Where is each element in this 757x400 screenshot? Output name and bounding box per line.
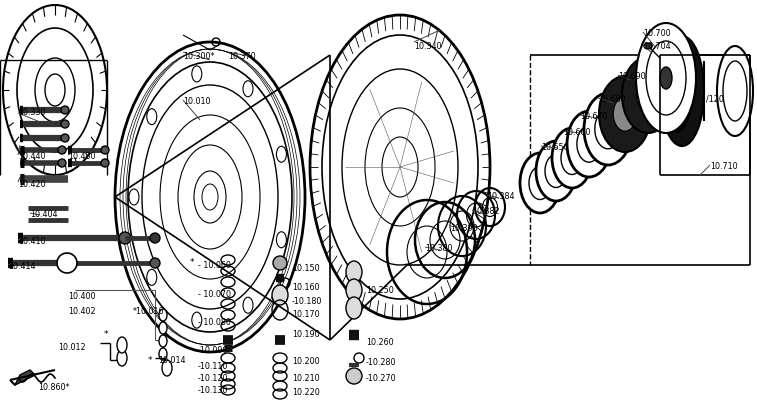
Ellipse shape [536,141,576,201]
Text: 10.404: 10.404 [30,210,58,219]
Text: 10.170: 10.170 [292,310,319,319]
Ellipse shape [117,350,127,366]
Ellipse shape [717,46,753,136]
Text: 10.380: 10.380 [425,244,453,253]
Text: 10.384: 10.384 [487,192,515,201]
Text: 10.710: 10.710 [710,162,737,171]
Text: 10.200: 10.200 [292,357,319,366]
Text: 10.010: 10.010 [183,97,210,106]
Ellipse shape [636,23,696,133]
Ellipse shape [150,258,160,268]
Text: -10.180: -10.180 [292,297,322,306]
Text: 10.300*: 10.300* [183,52,214,61]
Ellipse shape [567,111,611,177]
Text: 10.400: 10.400 [68,292,95,301]
Text: 10.440: 10.440 [18,152,45,161]
Ellipse shape [529,166,551,200]
Ellipse shape [101,159,109,167]
Text: *10.016: *10.016 [133,307,164,316]
Ellipse shape [660,67,672,89]
Text: /120: /120 [706,94,724,103]
Text: - 10.080: - 10.080 [198,318,231,327]
Text: 10.414: 10.414 [8,262,36,271]
Ellipse shape [661,49,693,133]
Ellipse shape [552,128,592,188]
Text: 10.650: 10.650 [541,143,569,152]
Ellipse shape [57,253,77,273]
Text: -10.110: -10.110 [198,362,229,371]
Ellipse shape [150,233,160,243]
Text: 10.370: 10.370 [228,52,256,61]
Text: 10.220: 10.220 [292,388,319,397]
Text: 10.420: 10.420 [18,180,45,189]
Text: 10.390: 10.390 [450,224,478,233]
Ellipse shape [58,146,66,154]
Text: 10.260: 10.260 [366,338,394,347]
Ellipse shape [660,36,704,146]
Ellipse shape [162,360,172,376]
Text: *: * [190,258,195,267]
Text: 10.210: 10.210 [292,374,319,383]
Text: -10.120: -10.120 [198,374,229,383]
Text: 10.660: 10.660 [563,128,590,137]
Text: 10.014: 10.014 [158,356,185,365]
Text: 10.680: 10.680 [598,95,625,104]
Text: 10.670: 10.670 [580,112,608,121]
Ellipse shape [599,76,651,152]
Text: 10.430: 10.430 [68,152,95,161]
Ellipse shape [101,146,109,154]
Text: 10.690: 10.690 [618,72,646,81]
Ellipse shape [346,261,362,283]
Text: 10.704: 10.704 [643,42,671,51]
Ellipse shape [117,337,127,353]
Ellipse shape [273,256,287,270]
Text: 10.012: 10.012 [58,343,86,352]
Ellipse shape [346,279,362,301]
Ellipse shape [584,93,632,165]
Text: *: * [104,330,108,339]
Ellipse shape [61,106,69,114]
Ellipse shape [119,232,131,244]
Polygon shape [15,370,35,385]
Text: 10.160: 10.160 [292,283,319,292]
Text: 10.150: 10.150 [292,264,319,273]
Text: -10.280: -10.280 [366,358,397,367]
Ellipse shape [159,309,167,321]
Ellipse shape [272,285,288,305]
Ellipse shape [561,142,583,174]
Ellipse shape [159,348,167,360]
Ellipse shape [64,257,76,269]
Text: 10.340: 10.340 [414,42,441,51]
Text: - 10.060: - 10.060 [198,261,231,270]
Ellipse shape [346,297,362,319]
Text: *: * [148,356,152,365]
Text: -10.090: -10.090 [198,346,229,355]
Ellipse shape [159,322,167,334]
Ellipse shape [346,368,362,384]
Text: - 10.070: - 10.070 [198,290,231,299]
Text: 10.330: 10.330 [18,108,45,117]
Ellipse shape [159,335,167,347]
Ellipse shape [58,159,66,167]
Text: 10.382: 10.382 [472,207,500,216]
Ellipse shape [644,43,652,49]
Ellipse shape [520,153,560,213]
Text: 10.250: 10.250 [366,286,394,295]
Ellipse shape [577,126,601,162]
Text: 10.402: 10.402 [68,307,95,316]
Ellipse shape [61,134,69,142]
Ellipse shape [622,57,674,133]
Text: -10.270: -10.270 [366,374,397,383]
Ellipse shape [613,97,637,131]
Text: 10.410: 10.410 [18,237,45,246]
Text: 10.860*: 10.860* [38,383,70,392]
Text: -10.130: -10.130 [198,386,229,395]
Text: 10.700: 10.700 [643,29,671,38]
Ellipse shape [637,78,659,112]
Ellipse shape [61,120,69,128]
Ellipse shape [595,109,621,149]
Text: 10.190: 10.190 [292,330,319,339]
Ellipse shape [545,154,567,188]
